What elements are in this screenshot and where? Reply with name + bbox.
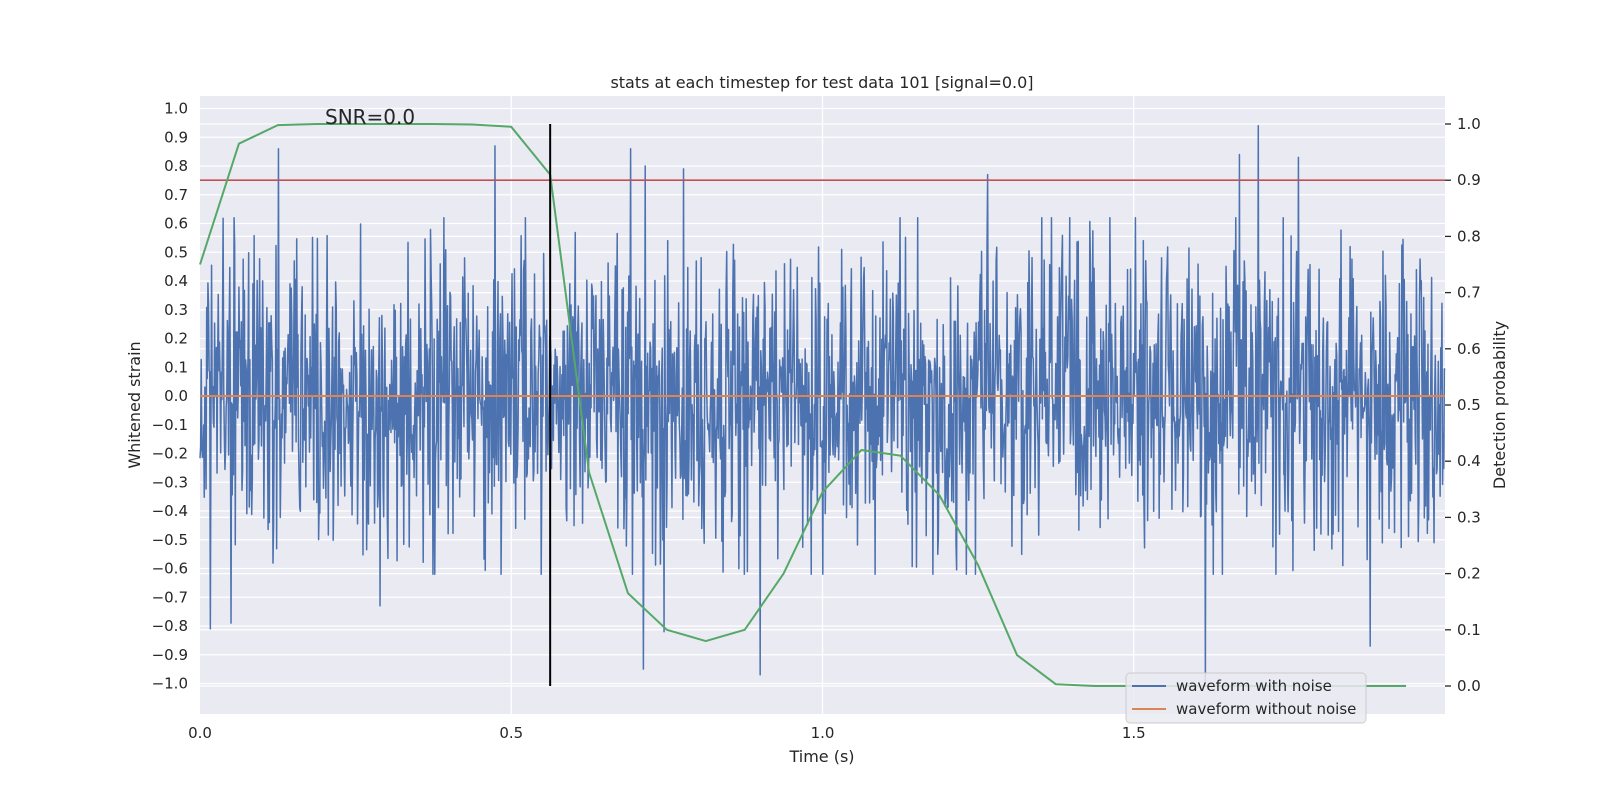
y2-tick-label: 0.9 xyxy=(1457,171,1481,189)
x-axis-ticks: 0.0 0.5 1.0 1.5 xyxy=(188,724,1146,742)
y2-tick-label: 1.0 xyxy=(1457,115,1481,133)
y-tick-label: −0.1 xyxy=(152,416,188,434)
x-tick-label: 0.5 xyxy=(499,724,523,742)
y-axis-ticks: 1.0 0.9 0.8 0.7 0.6 0.5 0.4 0.3 0.2 0.1 0.0 −0.1 −0.… xyxy=(152,100,188,693)
legend: waveform with noise waveform without noi… xyxy=(1125,672,1367,724)
y-tick-label: 0.8 xyxy=(164,157,188,175)
y2-tick-label: 0.2 xyxy=(1457,565,1481,583)
y-tick-label: 0.2 xyxy=(164,330,188,348)
noise-waveform-line xyxy=(199,125,1446,685)
y2-tick-label: 0.1 xyxy=(1457,621,1481,639)
x-tick-label: 1.5 xyxy=(1122,724,1146,742)
y-tick-label: 0.4 xyxy=(164,272,188,290)
x-tick-label: 1.0 xyxy=(811,724,835,742)
y-tick-label: 0.3 xyxy=(164,301,188,319)
y2-tick-label: 0.8 xyxy=(1457,227,1481,245)
y-tick-label: 0.1 xyxy=(164,358,188,376)
y2-axis-label: Detection probability xyxy=(1490,321,1509,489)
y-tick-label: 0.6 xyxy=(164,215,188,233)
y-tick-label: −0.8 xyxy=(152,617,188,635)
legend-label-noise: waveform with noise xyxy=(1176,677,1332,695)
y2-tick-label: 0.3 xyxy=(1457,508,1481,526)
x-axis-label: Time (s) xyxy=(788,747,854,766)
snr-annotation: SNR=0.0 xyxy=(325,105,415,129)
y-tick-label: 1.0 xyxy=(164,100,188,118)
y-tick-label: 0.7 xyxy=(164,186,188,204)
y-tick-label: −0.3 xyxy=(152,473,188,491)
y-tick-label: −0.6 xyxy=(152,560,188,578)
y-tick-label: −0.5 xyxy=(152,531,188,549)
y2-tick-label: 0.5 xyxy=(1457,396,1481,414)
y-tick-label: 0.0 xyxy=(164,387,188,405)
y2-axis-ticks: 1.0 0.9 0.8 0.7 0.6 0.5 0.4 0.3 0.2 0.1 0.0 xyxy=(1445,115,1481,695)
x-tick-label: 0.0 xyxy=(188,724,212,742)
y-tick-label: 0.5 xyxy=(164,243,188,261)
y-tick-label: −0.7 xyxy=(152,588,188,606)
y2-tick-label: 0.4 xyxy=(1457,452,1481,470)
noise-series-layer xyxy=(199,125,1446,685)
legend-box xyxy=(1125,672,1367,724)
y2-tick-label: 0.0 xyxy=(1457,677,1481,695)
y-axis-label: Whitened strain xyxy=(125,341,144,468)
y-tick-label: 0.9 xyxy=(164,128,188,146)
y2-tick-label: 0.7 xyxy=(1457,284,1481,302)
y-tick-label: −0.9 xyxy=(152,646,188,664)
y-tick-label: −1.0 xyxy=(152,675,188,693)
legend-label-clean: waveform without noise xyxy=(1176,700,1356,718)
y-tick-label: −0.2 xyxy=(152,445,188,463)
chart-title: stats at each timestep for test data 101… xyxy=(610,73,1033,92)
y-tick-label: −0.4 xyxy=(152,502,188,520)
y2-tick-label: 0.6 xyxy=(1457,340,1481,358)
